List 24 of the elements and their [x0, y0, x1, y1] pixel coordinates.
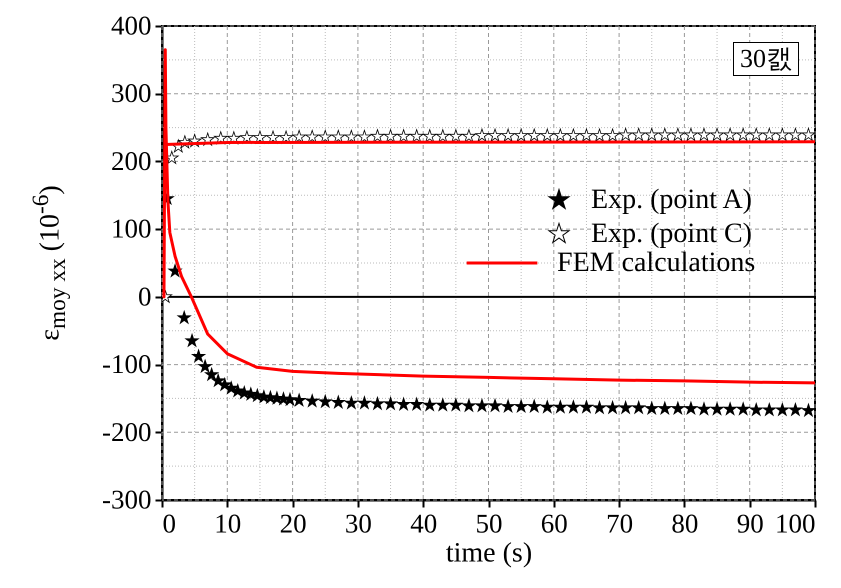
x-tick-label: 20	[280, 508, 307, 538]
y-tick-label: 100	[111, 214, 152, 244]
y-tick-label: 400	[111, 10, 152, 40]
x-tick-label: 60	[540, 508, 568, 538]
x-tick-label: 100	[775, 508, 816, 538]
y-tick-label: -100	[102, 349, 152, 380]
legend-label: Exp. (point C)	[591, 218, 752, 249]
y-tick-label: 0	[138, 281, 152, 312]
x-tick-label: 10	[214, 508, 242, 538]
x-tick-label: 40	[410, 508, 438, 538]
x-axis-title: time (s)	[446, 538, 532, 568]
annotation: 30캜	[733, 42, 799, 76]
x-tick-label: 70	[606, 508, 634, 538]
y-tick-label: -300	[102, 484, 152, 514]
x-tick-label: 80	[671, 508, 698, 538]
legend-label: Exp. (point A)	[591, 184, 752, 215]
y-tick-label: 200	[111, 146, 152, 176]
legend-label: FEM calculations	[557, 247, 756, 278]
x-tick-label: 0	[162, 508, 176, 538]
x-tick-label: 30	[344, 508, 372, 538]
x-tick-label: 50	[476, 508, 502, 538]
y-tick-label: 300	[111, 78, 152, 108]
y-tick-label: -200	[102, 416, 152, 447]
x-tick-label: 90	[736, 508, 764, 538]
